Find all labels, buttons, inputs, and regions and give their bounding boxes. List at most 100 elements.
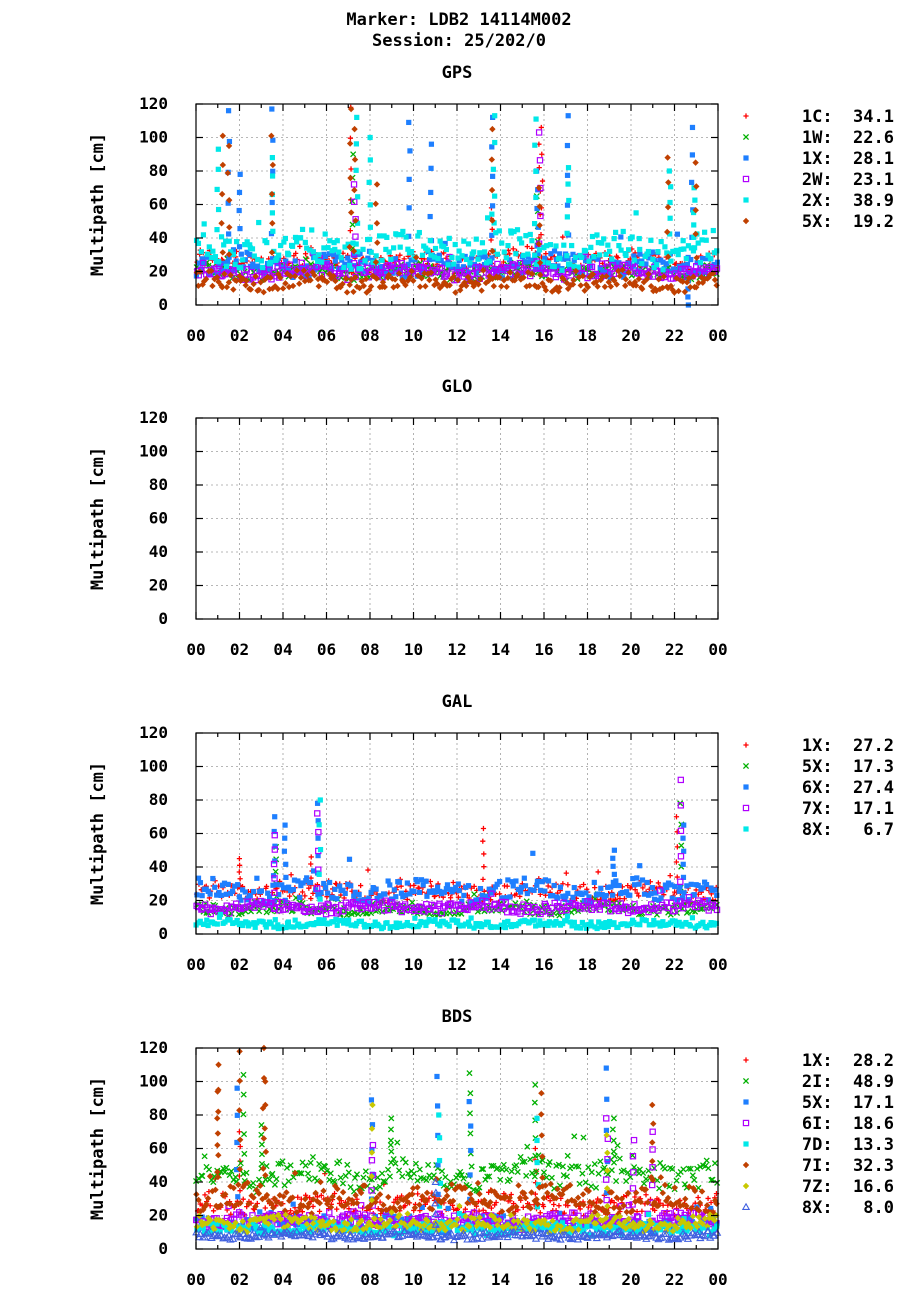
data-point bbox=[199, 893, 205, 899]
data-point bbox=[416, 229, 422, 236]
data-point bbox=[532, 1145, 538, 1152]
data-point bbox=[677, 802, 685, 809]
gps-series-5x bbox=[193, 105, 720, 296]
data-point bbox=[394, 1199, 401, 1206]
data-point bbox=[228, 1168, 235, 1175]
data-point bbox=[705, 1195, 711, 1202]
data-point bbox=[298, 883, 304, 889]
data-point bbox=[345, 241, 351, 247]
data-point bbox=[350, 240, 356, 246]
data-point bbox=[366, 236, 373, 242]
data-point bbox=[656, 1197, 662, 1203]
data-point bbox=[501, 895, 507, 901]
data-point bbox=[695, 270, 703, 277]
data-point bbox=[668, 184, 674, 190]
data-point bbox=[384, 920, 390, 926]
data-point bbox=[327, 238, 333, 244]
data-point bbox=[578, 925, 584, 931]
data-point bbox=[336, 249, 342, 255]
data-point bbox=[215, 146, 221, 152]
data-point bbox=[253, 1186, 260, 1194]
data-point bbox=[575, 924, 581, 930]
data-point bbox=[250, 888, 257, 895]
data-point bbox=[367, 134, 373, 141]
data-point bbox=[575, 1163, 582, 1170]
legend-entry-1w: 1W: 22.6 bbox=[802, 128, 894, 148]
y-tick-label: 100 bbox=[139, 757, 168, 776]
data-point bbox=[462, 253, 468, 260]
data-point bbox=[631, 253, 637, 259]
legend-marker-2w bbox=[742, 175, 750, 183]
data-point bbox=[634, 875, 640, 881]
data-point bbox=[321, 1227, 327, 1233]
data-point bbox=[697, 259, 704, 266]
data-point bbox=[217, 1229, 223, 1235]
data-point bbox=[519, 1158, 526, 1165]
data-point bbox=[588, 244, 594, 250]
data-point bbox=[708, 1205, 714, 1212]
data-point bbox=[210, 248, 216, 254]
data-point bbox=[212, 1186, 219, 1193]
data-point bbox=[385, 271, 393, 279]
data-point bbox=[404, 880, 410, 886]
data-point bbox=[695, 279, 702, 287]
x-tick-label: 04 bbox=[273, 326, 292, 345]
data-point bbox=[692, 197, 698, 203]
data-point bbox=[678, 246, 684, 252]
data-point bbox=[316, 871, 322, 877]
data-point bbox=[581, 897, 587, 904]
data-point bbox=[534, 205, 540, 212]
data-point bbox=[684, 883, 690, 889]
data-point bbox=[579, 891, 585, 898]
data-point bbox=[486, 906, 493, 913]
data-point bbox=[494, 260, 501, 268]
data-point bbox=[668, 258, 674, 264]
data-point bbox=[699, 237, 705, 243]
data-point bbox=[453, 266, 460, 272]
data-point bbox=[679, 895, 686, 901]
data-point bbox=[425, 1161, 432, 1168]
data-point bbox=[640, 278, 648, 286]
data-point bbox=[621, 274, 627, 280]
data-point bbox=[380, 1201, 387, 1209]
data-point bbox=[630, 1136, 638, 1144]
data-point bbox=[528, 270, 536, 278]
data-point bbox=[386, 1223, 392, 1229]
data-point bbox=[550, 1223, 556, 1230]
data-point bbox=[346, 243, 353, 251]
data-point bbox=[236, 869, 242, 875]
data-point bbox=[466, 1070, 473, 1077]
data-point bbox=[384, 1212, 390, 1218]
data-point bbox=[607, 283, 615, 290]
data-point bbox=[387, 1137, 394, 1144]
data-point bbox=[455, 881, 461, 887]
data-point bbox=[263, 1226, 269, 1233]
data-point bbox=[687, 923, 693, 929]
data-point bbox=[428, 918, 435, 924]
data-point bbox=[345, 1195, 353, 1203]
data-point bbox=[274, 255, 280, 261]
data-point bbox=[468, 915, 474, 921]
data-point bbox=[391, 245, 397, 251]
data-point bbox=[569, 923, 575, 929]
data-point bbox=[639, 906, 646, 913]
data-point bbox=[439, 891, 445, 897]
data-point bbox=[221, 270, 228, 278]
data-point bbox=[666, 168, 672, 174]
data-point bbox=[412, 254, 420, 261]
x-tick-label: 08 bbox=[360, 955, 379, 974]
data-point bbox=[647, 1227, 653, 1233]
data-point bbox=[411, 882, 417, 889]
data-point bbox=[326, 251, 333, 257]
data-point bbox=[223, 238, 229, 244]
legend-entry-2x: 2X: 38.9 bbox=[802, 191, 894, 211]
data-point bbox=[617, 896, 623, 902]
data-point bbox=[561, 242, 567, 248]
data-point bbox=[345, 1169, 352, 1176]
data-point bbox=[382, 891, 388, 897]
data-point bbox=[431, 254, 438, 260]
data-point bbox=[282, 822, 288, 828]
data-point bbox=[387, 1159, 395, 1166]
data-point bbox=[225, 881, 231, 887]
data-point bbox=[647, 282, 655, 290]
